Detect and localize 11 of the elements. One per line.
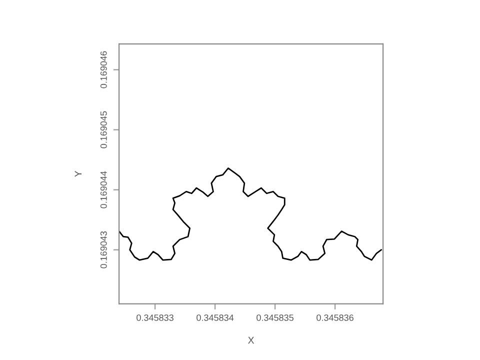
y-axis-title: Y [74, 170, 82, 177]
x-tick-label: 0.345833 [136, 314, 174, 321]
x-tick-label: 0.345836 [316, 314, 354, 321]
x-axis-title: X [248, 336, 254, 344]
line-series [119, 167, 382, 261]
y-tick-label: 0.169043 [100, 231, 107, 268]
y-tick-label: 0.169046 [100, 51, 107, 88]
x-tick-label: 0.345835 [256, 314, 294, 321]
x-tick-label: 0.345834 [196, 314, 234, 321]
y-tick-label: 0.169044 [100, 171, 107, 208]
y-tick-label: 0.169045 [100, 111, 107, 148]
